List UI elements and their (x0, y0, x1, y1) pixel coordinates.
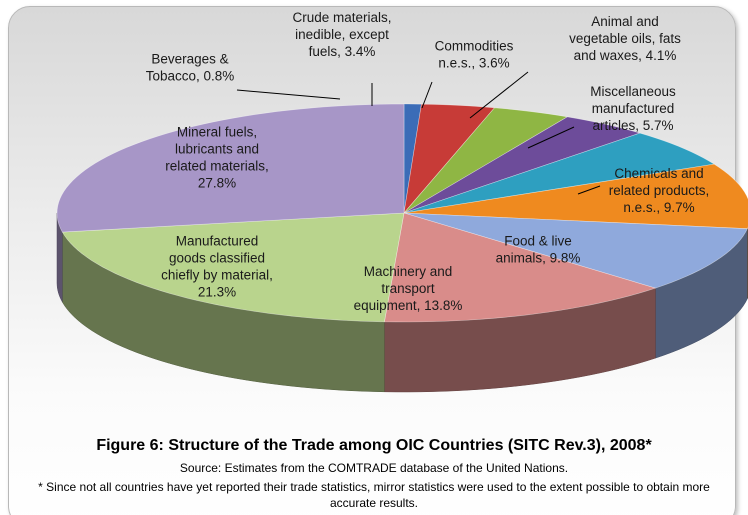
pie-slice-2 (403, 107, 569, 214)
figure-note: * Since not all countries have yet repor… (38, 480, 710, 510)
slice-label-8: Manufactured goods classified chiefly by m… (161, 234, 273, 300)
pie-slice-1 (403, 103, 496, 214)
slice-label-7: Machinery and transport equipment, 13.8% (354, 264, 463, 313)
slice-labels: Beverages & Tobacco, 0.8% Crude materials,… (146, 10, 710, 313)
figure-source: Source: Estimates from the COMTRADE data… (179, 461, 569, 475)
slice-label-0: Beverages & Tobacco, 0.8% (146, 52, 235, 84)
pie-slice-5 (403, 163, 748, 230)
figure-title: Figure 6: Structure of the Trade among O… (96, 437, 652, 454)
pie-slice-4 (403, 132, 716, 214)
leader-line-0 (236, 89, 341, 100)
leader-line-4 (527, 126, 575, 149)
pie-side-walls (56, 212, 748, 393)
slice-label-6: Food & live animals, 9.8% (496, 234, 581, 266)
pie-slice-6 (403, 212, 748, 289)
slice-label-5: Chemicals and related products, n.e.s., 9.… (609, 166, 710, 215)
leader-lines (236, 71, 601, 195)
slice-label-9: Mineral fuels, lubricants and related mate… (165, 125, 269, 191)
leader-line-2 (421, 81, 433, 109)
pie-slice-8 (61, 212, 405, 323)
leader-line-3 (469, 71, 529, 119)
slice-label-1: Crude materials, inedible, except fuels, 3… (292, 10, 391, 59)
slice-label-3: Animal and vegetable oils, fats and waxes,… (569, 14, 681, 63)
slice-label-4: Miscellaneous manufactured articles, 5.7% (590, 84, 676, 133)
slice-label-2: Commodities n.e.s., 3.6% (435, 39, 514, 71)
pie-slice-3 (403, 116, 641, 214)
pie-slice-7 (384, 212, 657, 323)
pie-slice-9 (56, 103, 405, 233)
leader-line-5 (577, 185, 601, 195)
pie-top-faces (56, 103, 748, 323)
